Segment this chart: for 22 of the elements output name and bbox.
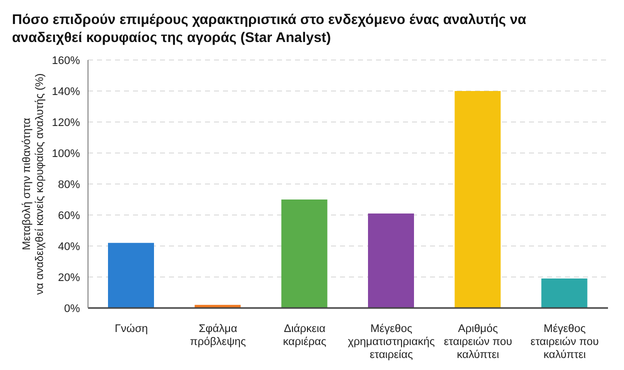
y-tick-label: 160% [52,54,80,67]
x-tick-label: Μέγεθος εταιρειών που καλύπτει [530,323,599,361]
y-tick-label: 0% [64,302,80,315]
bar [368,213,414,308]
x-tick-label: Αριθμός εταιρειών που καλύπτει [444,323,512,361]
x-tick-label: Διάρκεια καριέρας [283,323,326,348]
y-tick-label: 40% [58,240,80,253]
x-tick-label: Μέγεθος χρηματιστηριακής εταιρείας [348,323,435,361]
bar [541,278,588,308]
bar [108,242,154,308]
x-tick-label: Σφάλμα πρόβλεψης [190,323,246,348]
y-tick-label: 60% [58,210,80,222]
y-tick-label: 140% [52,86,80,98]
x-tick-label: Γνώση [114,323,148,335]
chart-title: Πόσο επιδρούν επιμέρους χαρακτηριστικά στο ενδεχόμενο ένας αναλυτής να αναδειχθεί κορυφαίος της αγοράς (Star Analyst) [11,10,528,46]
bar [454,91,501,308]
y-axis-title: Μεταβολή στην πιθανότητα να αναδειχθεί κανείς κορυφαίος αναλυτής (%) [21,73,46,295]
y-tick-label: 20% [58,272,80,284]
y-tick-label: 120% [52,116,80,129]
y-tick-label: 80% [58,178,80,191]
bar [281,200,328,308]
y-tick-label: 100% [52,148,80,160]
